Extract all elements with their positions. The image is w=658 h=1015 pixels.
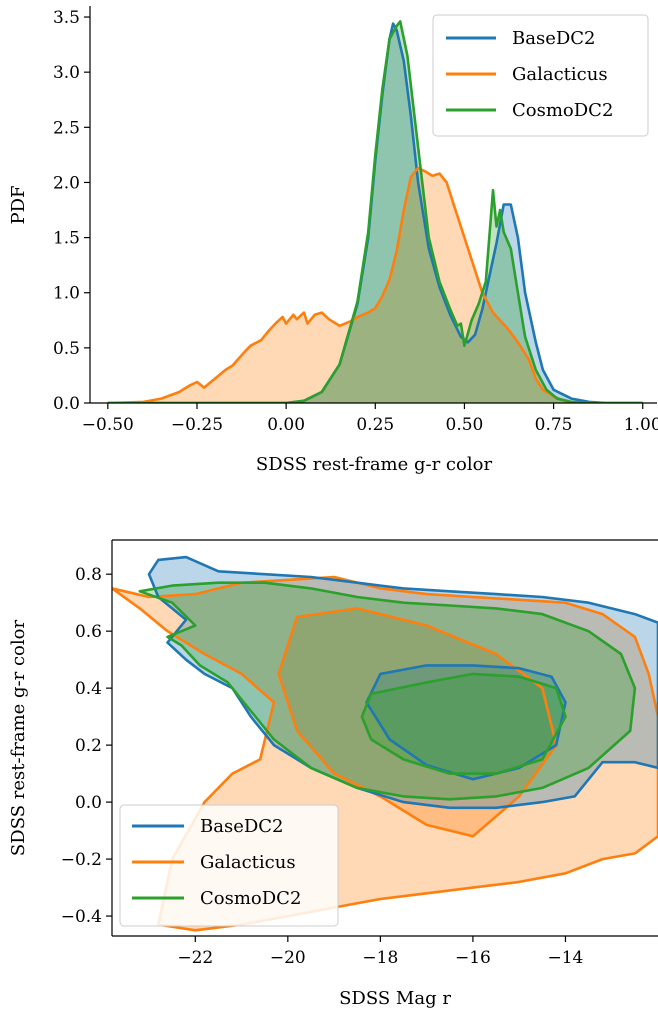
pdf-legend-label-cosmodc2: CosmoDC2: [512, 100, 613, 121]
pdf-x-tick-label: −0.25: [171, 415, 223, 435]
pdf-x-ticks: −0.50 −0.25 0.00 0.25 0.50 0.75 1.00: [82, 403, 658, 435]
contour-legend-label-galacticus: Galacticus: [200, 852, 296, 873]
pdf-x-tick-label: 0.50: [446, 415, 484, 435]
pdf-y-tick-label: 2.5: [53, 118, 80, 138]
pdf-x-axis-label: SDSS rest-frame g-r color: [256, 454, 493, 475]
pdf-y-tick-label: 2.0: [53, 173, 80, 193]
pdf-line-cosmodc2: [107, 20, 643, 403]
contour-inner-line-galacticus: [277, 607, 558, 838]
pdf-y-tick-label: 0.0: [53, 394, 80, 414]
pdf-series-layer: [107, 20, 643, 403]
contour-y-tick-label: 0.6: [75, 622, 102, 642]
pdf-chart: −0.50 −0.25 0.00 0.25 0.50 0.75 1.00 0.0 0.5 1.0…: [8, 6, 658, 475]
contour-x-tick-label: −22: [177, 948, 213, 968]
pdf-y-tick-label: 3.0: [53, 63, 80, 83]
contour-y-tick-label: 0.2: [75, 736, 102, 756]
pdf-area-galacticus: [107, 168, 643, 403]
contour-inner-fill-basedc2: [366, 665, 566, 780]
contour-legend-box: [119, 804, 339, 927]
pdf-legend: BaseDC2 Galacticus CosmoDC2: [432, 14, 649, 137]
contour-y-tick-label: 0.0: [75, 793, 102, 813]
contour-y-tick-label: 0.8: [75, 565, 102, 585]
contour-x-axis-label: SDSS Mag r: [339, 988, 451, 1009]
pdf-y-axis-label: PDF: [8, 185, 29, 224]
contour-y-axis-label: SDSS rest-frame g-r color: [8, 620, 29, 857]
contour-x-tick-label: −14: [548, 948, 584, 968]
contour-outer-line-galacticus: [112, 575, 658, 932]
contour-chart: −22 −20 −18 −16 −14 −0.4−0.20.00.20.40.60.8 …: [8, 539, 658, 1009]
pdf-legend-label-galacticus: Galacticus: [512, 64, 608, 85]
contour-y-tick-label: 0.4: [75, 679, 102, 699]
pdf-x-tick-label: 1.00: [624, 415, 658, 435]
contour-inner-fill-cosmodc2: [361, 673, 566, 774]
contour-legend-label-cosmodc2: CosmoDC2: [200, 888, 301, 909]
pdf-y-tick-label: 1.5: [53, 229, 80, 249]
pdf-legend-box: [432, 14, 649, 137]
pdf-x-tick-label: 0.75: [535, 415, 573, 435]
contour-legend: BaseDC2 Galacticus CosmoDC2: [119, 804, 339, 927]
pdf-y-tick-label: 3.5: [53, 8, 80, 28]
contour-y-tick-label: −0.4: [61, 907, 102, 927]
pdf-x-tick-label: 0.00: [267, 415, 305, 435]
contour-inner-line-cosmodc2: [360, 672, 567, 775]
contour-y-ticks: −0.4 −0.2 0.0 0.2 0.4 0.6 0.8: [61, 565, 112, 927]
pdf-y-tick-label: 0.5: [53, 339, 80, 359]
pdf-legend-label-basedc2: BaseDC2: [512, 28, 596, 49]
pdf-y-ticks: 0.0 0.5 1.0 1.5 2.0 2.5 3.0 3.5: [53, 8, 90, 414]
contour-x-tick-label: −16: [455, 948, 491, 968]
pdf-x-tick-label: 0.25: [356, 415, 394, 435]
pdf-x-tick-label: −0.50: [82, 415, 134, 435]
contour-y-tick-label: −0.2: [61, 850, 102, 870]
contour-x-tick-label: −18: [362, 948, 398, 968]
pdf-line-galacticus: [107, 166, 643, 403]
contour-legend-label-basedc2: BaseDC2: [200, 816, 284, 837]
contour-outer-line-basedc2: [147, 555, 658, 810]
contour-outer-line-cosmodc2: [138, 581, 637, 801]
pdf-y-tick-label: 1.0: [53, 284, 80, 304]
contour-inner-line-basedc2: [365, 664, 567, 781]
contour-x-ticks: −22 −20 −18 −16 −14: [177, 936, 583, 968]
contour-x-tick-label: −20: [270, 948, 306, 968]
pdf-area-basedc2: [107, 23, 643, 403]
pdf-area-cosmodc2: [107, 21, 643, 403]
